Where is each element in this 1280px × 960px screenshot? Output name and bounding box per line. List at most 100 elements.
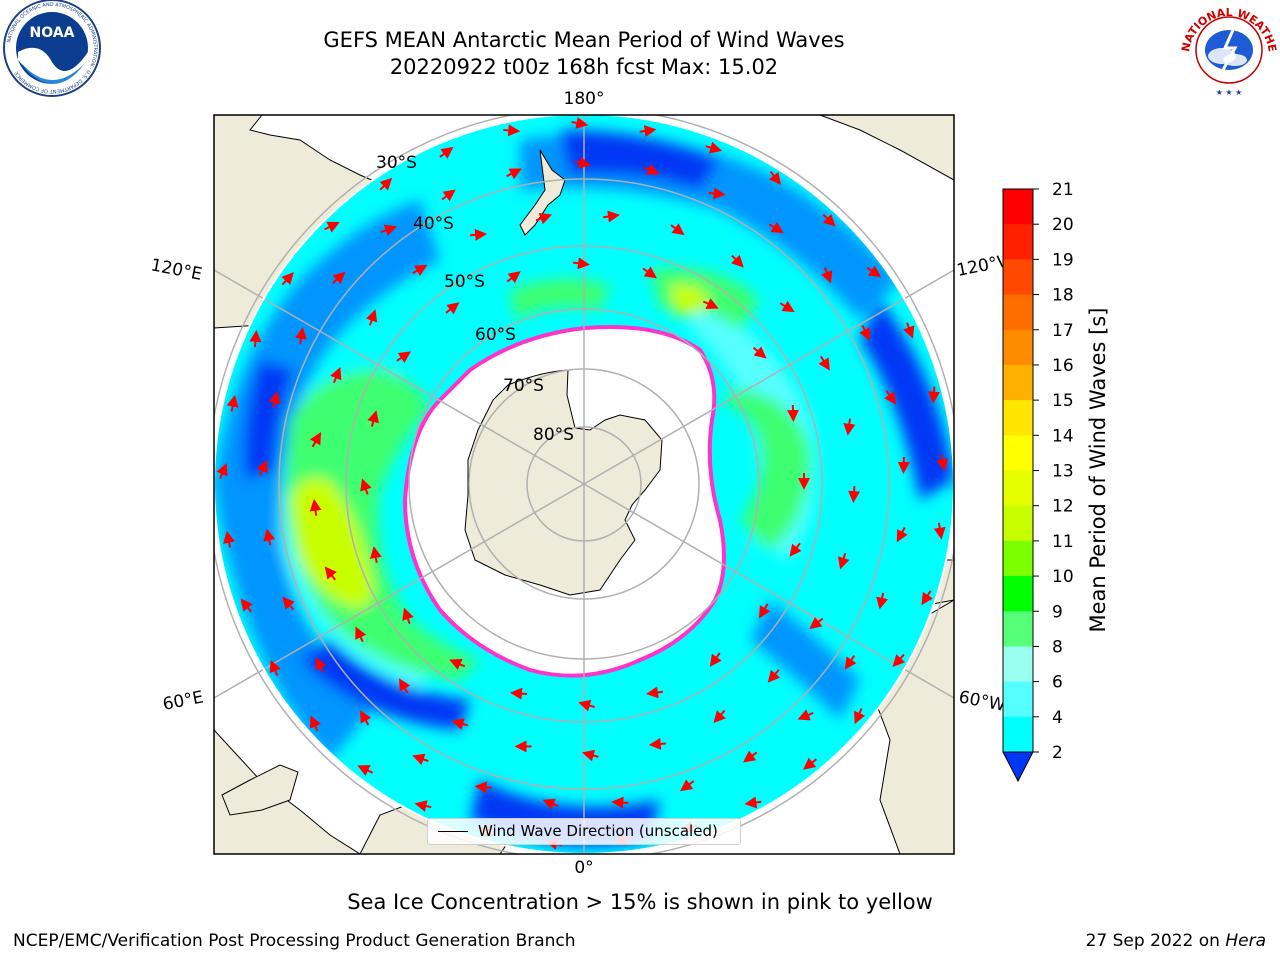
- wind-wave-arrow: [332, 271, 346, 285]
- colorbar-tick-label: 11: [1052, 532, 1074, 552]
- colorbar-tick-label: 17: [1052, 321, 1074, 341]
- wind-wave-arrow: [821, 267, 833, 284]
- colorbar-band: [1003, 400, 1033, 436]
- lon-label-top: 180°: [564, 89, 605, 109]
- wind-wave-arrow: [921, 590, 933, 606]
- wind-wave-arrow: [441, 189, 456, 202]
- wind-wave-arrow: [731, 254, 744, 268]
- colorbar-band: [1003, 576, 1033, 612]
- wind-wave-arrow: [854, 708, 866, 725]
- wind-wave-arrow: [818, 355, 830, 371]
- colorbar-band: [1003, 470, 1033, 507]
- wind-wave-arrow: [439, 146, 454, 159]
- wind-wave-arrow: [571, 117, 589, 129]
- wind-wave-arrow: [324, 221, 340, 233]
- wind-wave-arrow: [582, 749, 599, 762]
- wind-wave-arrow: [506, 168, 522, 180]
- wind-wave-arrow: [379, 177, 393, 191]
- colorbar-band: [1003, 259, 1033, 296]
- svg-text:★ ★ ★: ★ ★ ★: [1216, 88, 1243, 97]
- wind-wave-arrow: [216, 462, 228, 479]
- wind-wave-arrow: [709, 652, 722, 667]
- wind-wave-arrow: [933, 522, 946, 540]
- wind-wave-arrow: [360, 710, 372, 726]
- antarctica-land: [464, 369, 663, 596]
- wind-wave-arrow: [309, 715, 321, 732]
- noaa-logo-text: NOAA: [30, 25, 75, 41]
- wind-wave-arrow: [803, 757, 818, 770]
- wind-wave-arrow: [510, 687, 528, 700]
- wind-wave-arrow: [702, 298, 719, 310]
- wind-wave-arrow: [643, 163, 660, 175]
- wind-wave-arrow: [268, 391, 281, 409]
- wind-wave-arrow: [572, 257, 590, 270]
- wind-wave-arrow: [639, 125, 657, 137]
- wind-wave-arrow: [705, 141, 723, 154]
- wind-wave-arrow: [263, 528, 276, 546]
- colorbar-tick-label: 8: [1052, 637, 1063, 657]
- wind-wave-arrow: [360, 478, 372, 495]
- wind-wave-arrow: [767, 669, 781, 683]
- colorbar-tick-label: 20: [1052, 215, 1074, 235]
- wind-wave-arrow: [223, 530, 235, 548]
- colorbar-tick-label: 10: [1052, 567, 1074, 587]
- colorbar-band: [1003, 224, 1033, 260]
- wind-wave-arrow: [896, 526, 908, 543]
- wind-wave-arrow: [903, 322, 915, 339]
- wind-wave-arrow: [445, 302, 460, 315]
- map-subtitle: 20220922 t00z 168h fcst Max: 15.02: [389, 55, 779, 79]
- colorbar-band: [1003, 364, 1033, 401]
- lat-label-60s: 60°S: [475, 325, 516, 345]
- wind-wave-arrow: [470, 228, 488, 241]
- colorbar-tick-label: 12: [1052, 497, 1074, 517]
- wind-wave-arrow: [713, 709, 726, 724]
- wind-wave-arrow: [768, 170, 781, 186]
- wind-wave-arrow: [779, 300, 795, 313]
- wind-wave-arrow: [752, 346, 767, 359]
- wind-wave-arrow: [892, 653, 906, 668]
- map-legend: Wind Wave Direction (unscaled): [427, 818, 741, 845]
- colorbar-band: [1003, 505, 1033, 542]
- wind-wave-arrow: [282, 596, 295, 611]
- lon-label-upper-left: 120°E: [149, 255, 204, 284]
- wind-wave-arrow: [928, 386, 940, 404]
- lat-label-40s: 40°S: [413, 214, 454, 234]
- wind-wave-arrow: [648, 737, 666, 750]
- wind-wave-arrow: [506, 271, 521, 284]
- noaa-logo: NOAA NATIONAL OCEANIC AND ATMOSPHERIC AD…: [3, 0, 101, 97]
- wind-wave-arrow: [646, 686, 664, 699]
- wind-wave-arrow: [451, 718, 469, 730]
- lat-label-30s: 30°S: [376, 153, 417, 173]
- colorbar-band: [1003, 540, 1033, 577]
- colorbar-band: [1003, 716, 1033, 753]
- wind-wave-arrow: [848, 486, 861, 504]
- lon-label-lower-left: 60°E: [161, 687, 205, 714]
- wind-wave-arrow: [281, 272, 294, 286]
- colorbar-tick-label: 13: [1052, 462, 1074, 482]
- wind-wave-arrow: [309, 432, 322, 448]
- sea-ice-caption: Sea Ice Concentration > 15% is shown in …: [347, 890, 933, 914]
- wind-wave-arrow: [876, 592, 888, 610]
- colorbar-band: [1003, 646, 1033, 683]
- footer-date: 27 Sep 2022 on Hera: [1086, 931, 1266, 951]
- colorbar-band: [1003, 189, 1033, 225]
- wind-wave-arrow: [535, 213, 553, 225]
- wind-wave-arrow: [574, 156, 592, 169]
- colorbar-band: [1003, 681, 1033, 718]
- wind-wave-arrow: [256, 459, 268, 476]
- wind-wave-arrow: [578, 699, 595, 712]
- wind-wave-arrow: [822, 213, 836, 227]
- colorbar-tick-label: 15: [1052, 391, 1074, 411]
- latitude-labels: 30°S 40°S 50°S 60°S 70°S 80°S: [376, 153, 574, 445]
- wind-wave-arrow: [367, 410, 380, 427]
- colorbar-tick-label: 6: [1052, 673, 1063, 693]
- footer-producer: NCEP/EMC/Verification Post Processing Pr…: [13, 931, 576, 951]
- footer-date-text: 27 Sep 2022 on: [1085, 931, 1226, 951]
- wind-wave-arrow: [330, 366, 342, 384]
- wind-wave-arrow: [396, 351, 411, 364]
- colorbar-tick-label: 19: [1052, 250, 1074, 270]
- colorbar-band: [1003, 611, 1033, 647]
- wind-wave-arrow: [369, 546, 382, 563]
- wind-wave-arrow: [642, 266, 657, 279]
